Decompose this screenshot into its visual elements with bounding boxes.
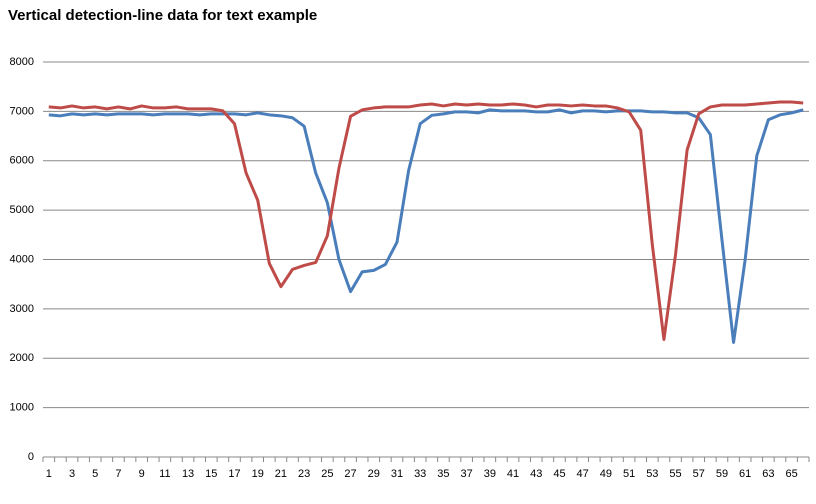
x-tick-label: 19 xyxy=(252,468,264,480)
x-tick-label: 13 xyxy=(182,468,194,480)
x-tick-label: 15 xyxy=(205,468,217,480)
series-line xyxy=(48,100,804,341)
x-tick-label: 45 xyxy=(553,468,565,480)
x-tick-label: 29 xyxy=(368,468,380,480)
x-tick-label: 27 xyxy=(344,468,356,480)
x-tick-label: 25 xyxy=(321,468,333,480)
x-tick-label: 5 xyxy=(92,468,98,480)
x-tick-label: 61 xyxy=(739,468,751,480)
y-tick-label: 5000 xyxy=(10,204,34,216)
x-tick-label: 49 xyxy=(600,468,612,480)
y-tick-label: 1000 xyxy=(10,402,34,414)
x-tick-label: 51 xyxy=(623,468,635,480)
y-tick-label: 6000 xyxy=(10,155,34,167)
x-tick-label: 11 xyxy=(159,468,170,480)
x-tick-label: 53 xyxy=(646,468,658,480)
x-tick-label: 59 xyxy=(716,468,728,480)
x-tick-label: 55 xyxy=(669,468,681,480)
x-tick-label: 17 xyxy=(228,468,240,480)
x-tick-label: 43 xyxy=(530,468,542,480)
x-tick-label: 3 xyxy=(69,468,75,480)
x-tick-label: 33 xyxy=(414,468,426,480)
y-tick-label: 0 xyxy=(28,451,34,463)
x-tick-label: 39 xyxy=(484,468,496,480)
y-tick-label: 2000 xyxy=(10,352,34,364)
x-tick-label: 35 xyxy=(437,468,449,480)
x-tick-label: 47 xyxy=(577,468,589,480)
series-line xyxy=(48,108,804,344)
x-tick-label: 31 xyxy=(391,468,403,480)
x-tick-label: 65 xyxy=(785,468,797,480)
x-tick-label: 23 xyxy=(298,468,310,480)
x-tick-label: 21 xyxy=(275,468,287,480)
x-tick-label: 57 xyxy=(693,468,705,480)
chart-title: Vertical detection-line data for text ex… xyxy=(8,7,317,24)
x-tick-label: 41 xyxy=(507,468,519,480)
y-tick-label: 7000 xyxy=(10,105,34,117)
x-tick-label: 1 xyxy=(46,468,52,480)
x-tick-label: 63 xyxy=(762,468,774,480)
y-tick-label: 3000 xyxy=(10,303,34,315)
y-tick-label: 4000 xyxy=(10,253,34,265)
x-tick-label: 7 xyxy=(115,468,121,480)
x-tick-label: 9 xyxy=(139,468,145,480)
y-tick-label: 8000 xyxy=(10,56,34,68)
x-tick-label: 37 xyxy=(460,468,472,480)
